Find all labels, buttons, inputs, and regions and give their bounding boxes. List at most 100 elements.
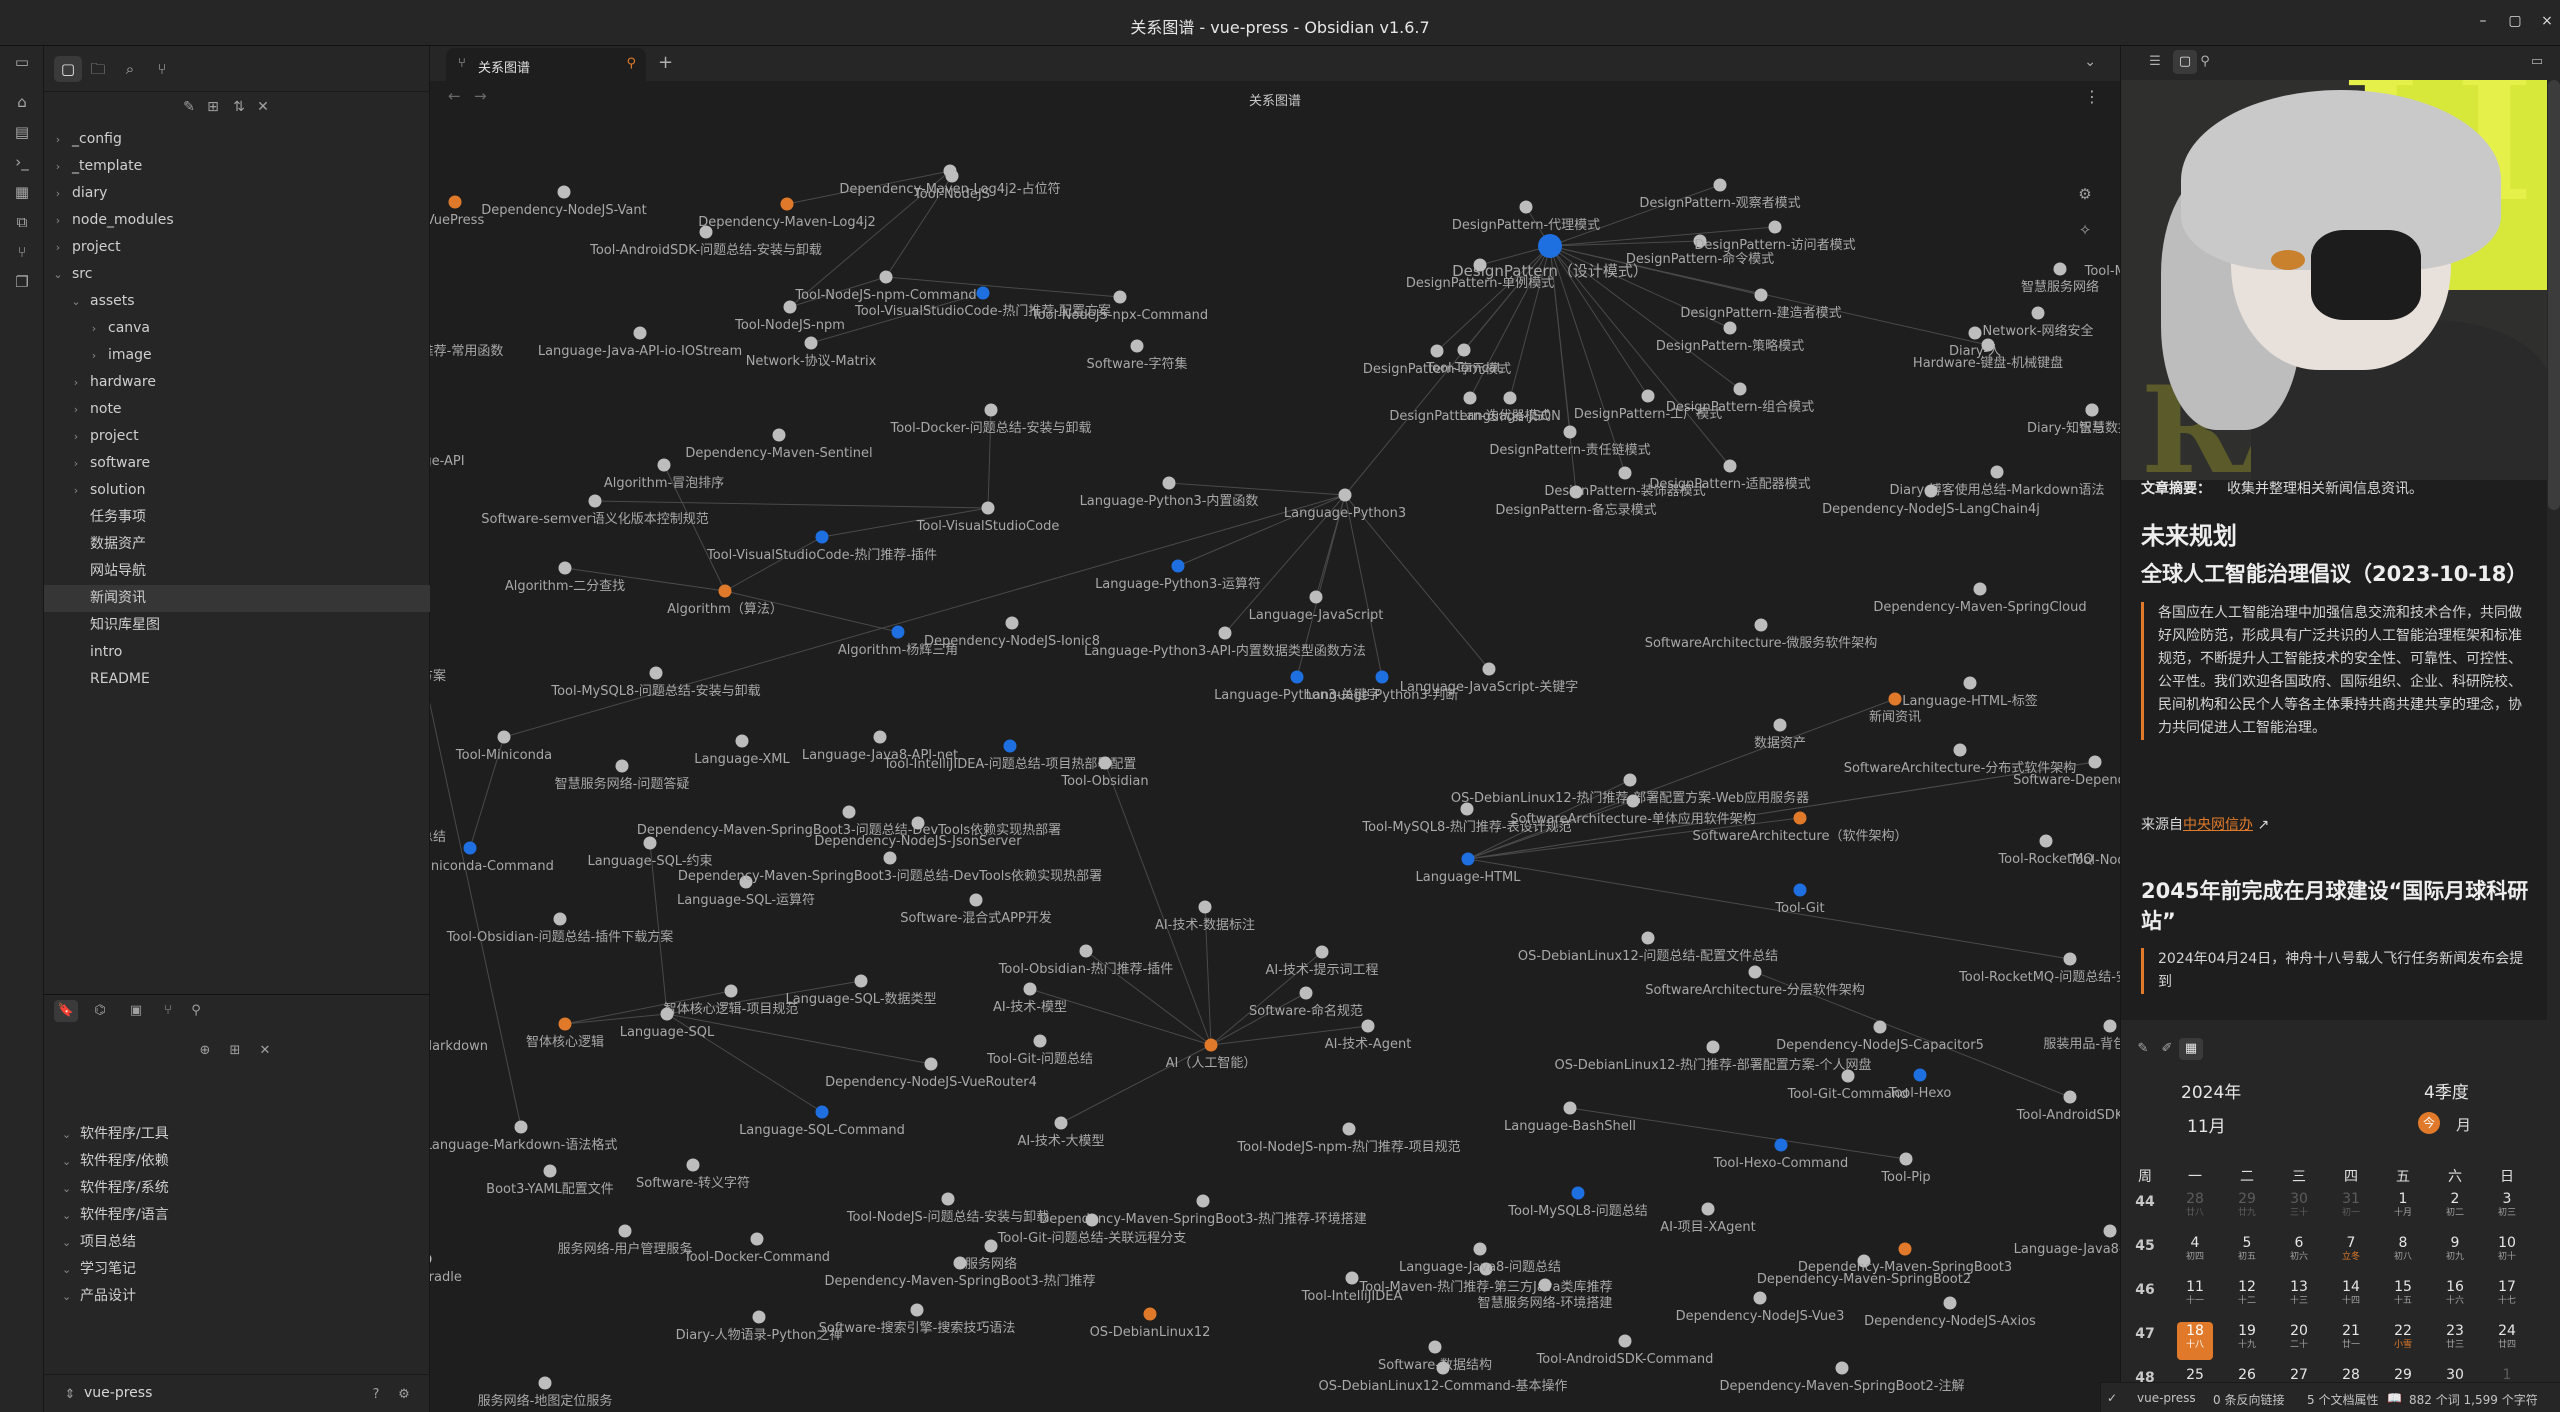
graph-node[interactable]: DesignPattern-观察者模式 <box>1639 178 1801 212</box>
graph-node-dot[interactable] <box>1079 944 1093 958</box>
graph-node-dot[interactable] <box>1143 1307 1157 1321</box>
new-group-icon[interactable]: ⊞ <box>229 1043 241 1058</box>
graph-node[interactable]: Software-混合式APP开发 <box>900 893 1052 927</box>
month-view-button[interactable]: 月 <box>2456 1116 2472 1134</box>
tree-item[interactable]: ⌄ assets <box>44 288 430 315</box>
graph-node-dot[interactable] <box>699 225 713 239</box>
graph-node[interactable]: Language-Java8-问题总结 <box>1399 1242 1561 1276</box>
graph-node[interactable]: Tool-RocketMQ-问题总结-安装与卸载 <box>1958 952 2120 986</box>
calendar-day[interactable]: 14 十四 <box>2333 1278 2369 1316</box>
graph-node-dot[interactable] <box>1162 476 1176 490</box>
graph-node-dot[interactable] <box>1463 391 1477 405</box>
graph-node-dot[interactable] <box>1428 1340 1442 1354</box>
graph-node[interactable]: 智慧服务网络 <box>2021 262 2099 296</box>
more-options-icon[interactable]: ⋮ <box>2084 87 2100 106</box>
graph-node[interactable]: Algorithm-冒泡排序 <box>604 458 724 492</box>
graph-node[interactable]: Software-转义字符 <box>636 1158 750 1192</box>
git-icon[interactable]: ⑂ <box>17 243 27 261</box>
graph-node-dot[interactable] <box>558 561 572 575</box>
chevron-right-icon[interactable]: › <box>91 322 97 335</box>
graph-node-dot[interactable] <box>558 1017 572 1031</box>
bookmark-group[interactable]: ⌄ 项目总结 <box>44 1229 430 1256</box>
graph-node[interactable]: Tool-Miniconda-Command <box>430 841 554 875</box>
tree-item[interactable]: › _template <box>44 153 430 180</box>
week-number[interactable]: 45 <box>2135 1238 2155 1254</box>
calendar-day[interactable]: 23 廿三 <box>2437 1322 2473 1360</box>
search-icon[interactable]: ⌕ <box>125 60 135 78</box>
graph-node[interactable]: DesignPattern-组合模式 <box>1666 382 1814 416</box>
graph-node[interactable]: DesignPattern-建造者模式 <box>1680 288 1842 322</box>
graph-node[interactable]: AI（人工智能） <box>1166 1038 1257 1072</box>
graph-node[interactable]: AI-项目-XAgent <box>1660 1202 1756 1236</box>
graph-node-dot[interactable] <box>1098 756 1112 770</box>
close-button[interactable]: × <box>2541 13 2553 29</box>
graph-node-dot[interactable] <box>815 530 829 544</box>
tab-graph[interactable]: ⑂ 关系图谱 ⚲ <box>446 48 646 81</box>
bookmark-group[interactable]: ⌄ 软件程序/语言 <box>44 1202 430 1229</box>
source-link[interactable]: 中央网信办 <box>2183 817 2253 833</box>
terminal-icon[interactable]: ›_ <box>15 153 29 171</box>
add-bookmark-icon[interactable]: ⊕ <box>199 1043 211 1058</box>
graph-node-dot[interactable] <box>1085 1213 1099 1227</box>
graph-node[interactable]: Algorithm（算法） <box>667 584 783 618</box>
graph-node[interactable]: Tool-Tomcat <box>1425 343 1502 377</box>
graph-node[interactable]: Tool-Pip <box>1880 1152 1931 1186</box>
graph-node-dot[interactable] <box>1835 1361 1849 1375</box>
graph-node[interactable]: Tool-NodeJS-npm <box>734 300 845 334</box>
graph-node[interactable]: 数据资产 <box>1754 718 1806 752</box>
graph-node-dot[interactable] <box>1973 582 1987 596</box>
graph-node[interactable]: OS-DebianLinux12-问题总结-配置文件总结 <box>1518 931 1778 965</box>
graph-node[interactable]: Language-Markdown <box>430 1022 488 1055</box>
graph-node[interactable]: Diary-人 <box>1949 326 2001 360</box>
graph-node[interactable]: Python3-热门推荐-常用函数 <box>430 327 503 360</box>
chevron-down-icon[interactable]: ⌄ <box>62 1263 72 1276</box>
chevron-right-icon[interactable]: › <box>55 160 61 173</box>
graph-node[interactable]: Dependency-Maven-SpringBoot3-热门推荐-环境搭建 <box>1039 1194 1367 1228</box>
graph-node[interactable]: Tool-VisualStudioCode-热门推荐-插件 <box>706 530 937 564</box>
graph-node[interactable]: Tool-MySQL8-热门推荐-表设计规范 <box>1361 802 1572 836</box>
back-icon[interactable]: ← <box>448 87 461 105</box>
graph-node[interactable]: DesignPattern-享元模式 <box>1363 344 1511 378</box>
graph-node[interactable]: Dependency-NodeJS-Vant <box>481 185 647 219</box>
files-icon[interactable]: ▢ <box>54 56 82 82</box>
graph-node[interactable]: Tool-IntelliJIDEA-问题总结-项目热部署配置 <box>883 739 1137 773</box>
graph-node-dot[interactable] <box>976 286 990 300</box>
graph-node-dot[interactable] <box>984 1239 998 1253</box>
graph-node-dot[interactable] <box>1924 484 1938 498</box>
tree-item[interactable]: › node_modules <box>44 207 430 234</box>
graph-node-dot[interactable] <box>1569 485 1583 499</box>
graph-node[interactable]: 服务网络-地图定位服务 <box>478 1376 613 1410</box>
calendar-day[interactable]: 5 初五 <box>2229 1234 2265 1272</box>
graph-node-dot[interactable] <box>1519 200 1533 214</box>
calendar-day[interactable]: 13 十三 <box>2281 1278 2317 1316</box>
graph-node[interactable]: DesignPattern-代理模式 <box>1452 200 1600 234</box>
file-icon[interactable]: ▢ <box>2173 50 2197 74</box>
help-icon[interactable]: ? <box>372 1387 380 1402</box>
graph-node[interactable]: DesignPattern-适配器模式 <box>1649 459 1811 493</box>
tree-item[interactable]: › project <box>44 234 430 261</box>
chevron-down-icon[interactable]: ⌄ <box>62 1128 72 1141</box>
graph-node-dot[interactable] <box>891 625 905 639</box>
graph-node-dot[interactable] <box>1693 234 1707 248</box>
layout-icon[interactable]: ▤ <box>14 123 30 141</box>
calendar-day[interactable]: 21 廿一 <box>2333 1322 2369 1360</box>
chevron-right-icon[interactable]: › <box>73 403 79 416</box>
graph-node[interactable]: Tool-NodeJS-npm-Command <box>794 270 977 304</box>
chevron-right-icon[interactable]: › <box>55 187 61 200</box>
graph-node-dot[interactable] <box>1204 1038 1218 1052</box>
graph-node-dot[interactable] <box>1733 382 1747 396</box>
graph-node-dot[interactable] <box>553 912 567 926</box>
graph-node[interactable]: Software-semver语义化版本控制规范 <box>481 494 709 528</box>
graph-node-dot[interactable] <box>1898 1242 1912 1256</box>
tree-item[interactable]: README <box>44 666 430 693</box>
graph-node[interactable]: 人生总结 <box>430 813 446 846</box>
graph-node-dot[interactable] <box>1753 1291 1767 1305</box>
graph-node-dot[interactable] <box>1706 1040 1720 1054</box>
graph-node[interactable]: 新闻资讯 <box>1869 692 1921 726</box>
graph-node-dot[interactable] <box>1913 1068 1927 1082</box>
chevron-down-icon[interactable]: ⌄ <box>53 268 63 281</box>
tree-item[interactable]: › project <box>44 423 430 450</box>
graph-node-dot[interactable] <box>1899 1152 1913 1166</box>
graph-node[interactable]: Tool-MySQL8-问题总结-安装与卸载 <box>550 666 761 700</box>
graph-node-dot[interactable] <box>643 836 657 850</box>
